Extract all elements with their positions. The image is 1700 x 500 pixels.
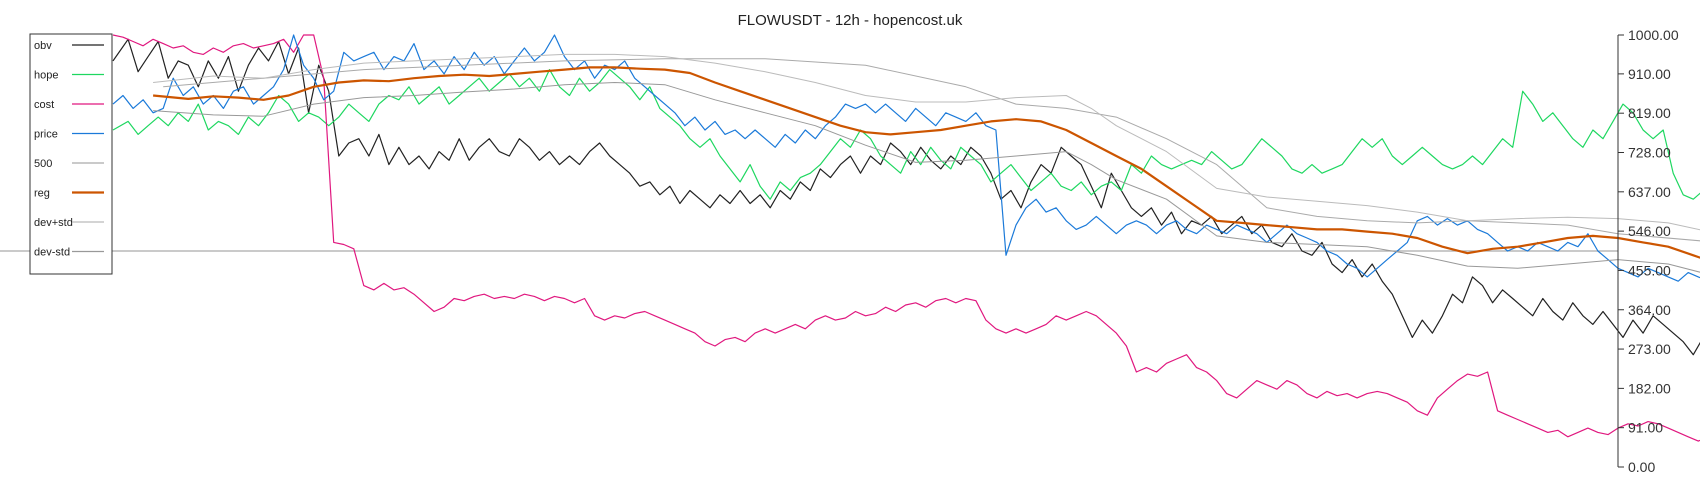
y-tick-label: 455.00 — [1628, 262, 1671, 278]
legend-label-dev-std: dev-std — [34, 247, 70, 259]
plot-area — [0, 34, 1700, 442]
legend-label-price: price — [34, 129, 58, 141]
series-line-cost — [112, 34, 1700, 442]
legend: obv hope cost price 500 reg dev+std dev-std — [29, 33, 113, 275]
series-line-obv — [112, 38, 1700, 356]
y-tick-label: 273.00 — [1628, 341, 1671, 357]
series-line-reg — [152, 66, 1700, 259]
y-tick-label: 728.00 — [1628, 145, 1671, 161]
legend-label-500: 500 — [34, 158, 52, 170]
y-axis: 0.00 91.00 182.00 273.00 364.00 455.00 546.00 6… — [1617, 27, 1679, 475]
y-tick-label: 910.00 — [1628, 66, 1671, 82]
y-tick-label: 91.00 — [1628, 420, 1663, 436]
chart-title: FLOWUSDT - 12h - hopencost.uk — [738, 12, 963, 29]
legend-label-obv: obv — [34, 40, 52, 52]
series-line-dev-std — [153, 53, 1700, 231]
series-line-price — [112, 34, 1700, 282]
series-line-hope — [112, 68, 1700, 200]
legend-label-hope: hope — [34, 70, 58, 82]
y-tick-label: 819.00 — [1628, 105, 1671, 121]
y-tick-label: 1000.00 — [1628, 27, 1679, 43]
legend-label-dev-std: dev+std — [34, 217, 73, 229]
series-line-500 — [163, 58, 1700, 242]
y-tick-label: 364.00 — [1628, 302, 1671, 318]
y-tick-label: 182.00 — [1628, 380, 1671, 396]
legend-label-cost: cost — [34, 99, 54, 111]
y-tick-label: 546.00 — [1628, 223, 1671, 239]
series-line-dev-std — [153, 82, 1700, 273]
y-tick-label: 0.00 — [1628, 459, 1655, 475]
legend-label-reg: reg — [34, 188, 50, 200]
y-tick-label: 637.00 — [1628, 184, 1671, 200]
